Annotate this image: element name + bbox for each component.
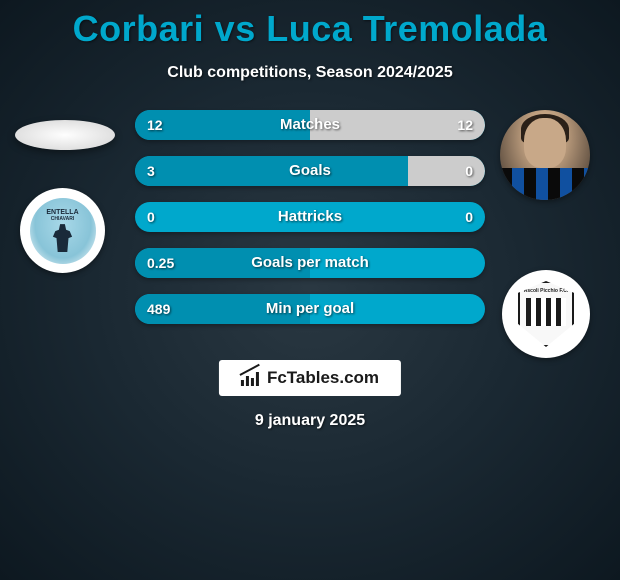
footer-date: 9 january 2025: [0, 412, 620, 430]
chart-icon: [241, 370, 261, 386]
comparison-card: Corbari vs Luca Tremolada Club competiti…: [0, 0, 620, 580]
watermark: FcTables.com: [219, 360, 401, 396]
ascoli-crest-text: Ascoli Picchio F.C.: [524, 289, 568, 294]
right-player-avatar: [500, 110, 590, 200]
stat-row: 3Goals0: [135, 156, 485, 186]
stat-value-right: 0: [465, 156, 473, 186]
stat-label: Hattricks: [135, 202, 485, 232]
entella-crest-icon: ENTELLA CHIAVARI: [30, 198, 96, 264]
stat-label: Goals: [135, 156, 485, 186]
watermark-text: FcTables.com: [267, 368, 379, 388]
page-title: Corbari vs Luca Tremolada: [0, 0, 620, 50]
player-head-shape: [524, 118, 566, 168]
ascoli-stripes-icon: [526, 298, 566, 326]
stat-label: Matches: [135, 110, 485, 140]
ascoli-crest-icon: Ascoli Picchio F.C.: [518, 281, 574, 347]
stat-label: Min per goal: [135, 294, 485, 324]
stat-value-right: 12: [457, 110, 473, 140]
stat-row: 0.25Goals per match: [135, 248, 485, 278]
stat-label: Goals per match: [135, 248, 485, 278]
stat-row: 12Matches12: [135, 110, 485, 140]
entella-figure-icon: [51, 224, 75, 252]
content-area: ENTELLA CHIAVARI Ascoli Picchio F.C. 12M…: [0, 110, 620, 360]
player-jersey-shape: [500, 168, 590, 200]
stat-row: 489Min per goal: [135, 294, 485, 324]
entella-crest-text-2: CHIAVARI: [51, 217, 74, 223]
right-club-badge: Ascoli Picchio F.C.: [502, 270, 590, 358]
stat-value-right: 0: [465, 202, 473, 232]
subtitle: Club competitions, Season 2024/2025: [0, 64, 620, 82]
stats-bars: 12Matches123Goals00Hattricks00.25Goals p…: [135, 110, 485, 340]
left-player-avatar: [15, 120, 115, 150]
stat-row: 0Hattricks0: [135, 202, 485, 232]
left-club-badge: ENTELLA CHIAVARI: [20, 188, 105, 273]
